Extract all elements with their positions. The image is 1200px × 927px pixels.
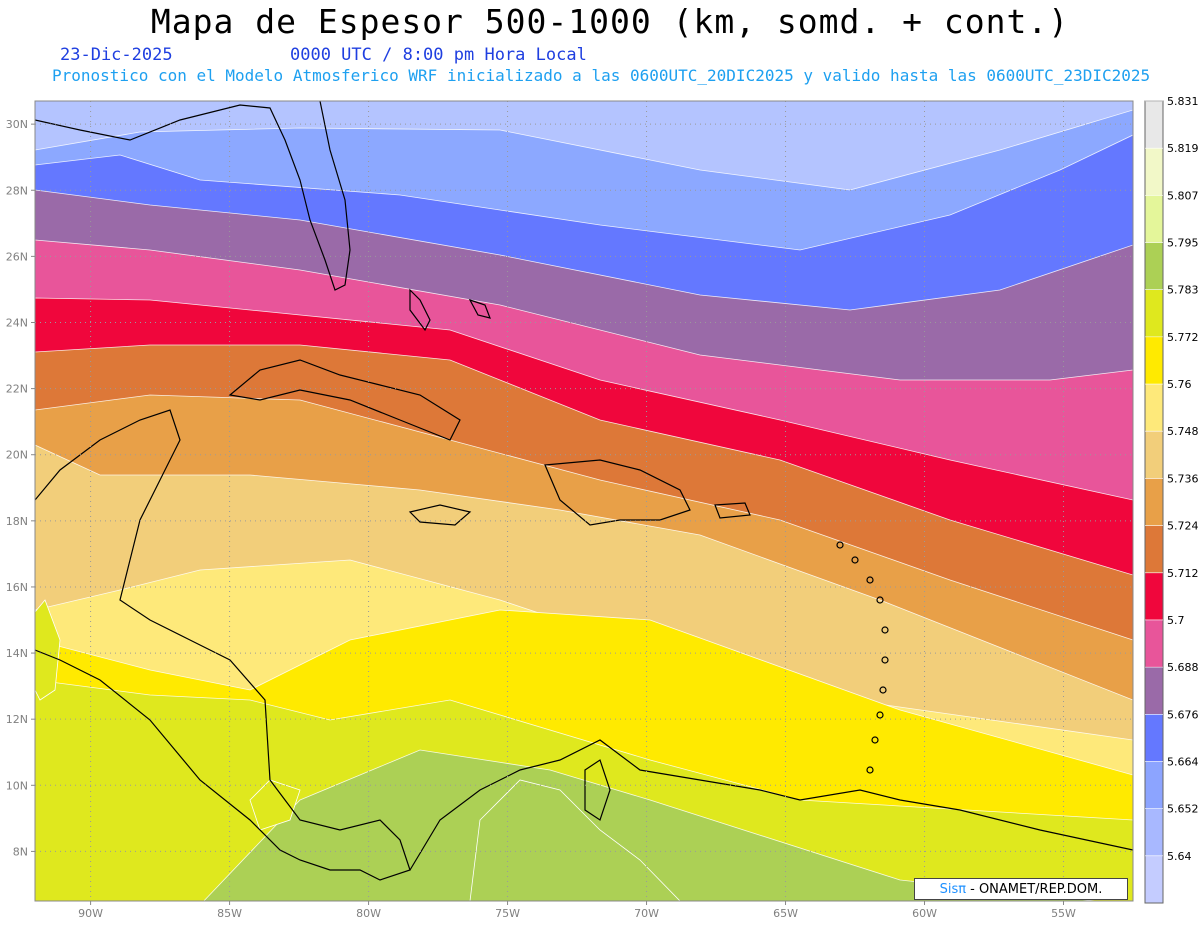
- credit-box: Sisπ - ONAMET/REP.DOM.: [914, 878, 1128, 900]
- lat-label-4: 22N: [6, 383, 28, 396]
- colorbar-swatch-16: [1145, 101, 1163, 149]
- colorbar-swatch-2: [1145, 761, 1163, 809]
- colorbar-swatch-8: [1145, 478, 1163, 526]
- graticule: [35, 101, 1133, 901]
- colorbar: 5.64 5.652 5.664 5.676 5.688 5.7 5.712 5.724 5.7…: [1144, 95, 1199, 904]
- band-panama-patch: [249, 779, 301, 831]
- island-8: [871, 736, 879, 744]
- island-4: [881, 626, 889, 634]
- colorbar-label-12: 5.783: [1167, 284, 1199, 297]
- band-west-patch: [35, 599, 61, 701]
- forecast-subtitle: Pronostico con el Modelo Atmosferico WRF…: [52, 66, 1151, 85]
- colorbar-label-3: 5.676: [1167, 708, 1199, 721]
- lat-label-10: 10N: [6, 779, 28, 792]
- colorbar-label-1: 5.652: [1167, 803, 1199, 816]
- colorbar-label-2: 5.664: [1167, 755, 1199, 768]
- lon-label-7: 55W: [1051, 907, 1076, 920]
- lon-label-6: 60W: [912, 907, 937, 920]
- coastlines: [35, 101, 1133, 881]
- island-5: [881, 656, 889, 664]
- coastline-3: [408, 504, 472, 526]
- colorbar-swatch-12: [1145, 289, 1163, 337]
- sis-logo: Sisπ: [939, 881, 967, 897]
- band-green-patch: [469, 779, 681, 901]
- lon-label-3: 75W: [495, 907, 520, 920]
- coastline-0: [35, 101, 351, 291]
- colorbar-swatch-0: [1145, 855, 1163, 903]
- colorbar-swatch-14: [1145, 195, 1163, 243]
- colorbar-label-8: 5.736: [1167, 472, 1199, 485]
- colorbar-label-6: 5.712: [1167, 567, 1199, 580]
- lon-label-5: 65W: [773, 907, 798, 920]
- colorbar-label-16: 5.831: [1167, 95, 1199, 108]
- lat-label-9: 12N: [6, 713, 28, 726]
- colorbar-swatch-13: [1145, 242, 1163, 290]
- colorbar-swatch-4: [1145, 667, 1163, 715]
- axis-ticks: 90W 85W 80W 75W 70W 65W 60W 55W 30N 28N 26N 24N 22N 2…: [6, 118, 1076, 920]
- colorbar-label-15: 5.819: [1167, 142, 1199, 155]
- coastline-5: [35, 409, 411, 881]
- colorbar-label-7: 5.724: [1167, 520, 1199, 533]
- colorbar-swatch-11: [1145, 336, 1163, 385]
- coastline-8: [409, 288, 431, 332]
- lat-label-11: 8N: [13, 845, 28, 858]
- coastline-2: [544, 459, 691, 526]
- credit-text: - ONAMET/REP.DOM.: [970, 881, 1103, 897]
- coastline-4: [714, 502, 751, 519]
- forecast-time: 0000 UTC / 8:00 pm Hora Local: [290, 45, 587, 65]
- colorbar-swatch-9: [1145, 431, 1163, 479]
- colorbar-label-14: 5.807: [1167, 189, 1199, 202]
- thickness-bands: [35, 101, 1133, 901]
- colorbar-label-0: 5.64: [1167, 850, 1192, 863]
- lat-label-7: 16N: [6, 581, 28, 594]
- map-title: Mapa de Espesor 500-1000 (km, somd. + co…: [150, 2, 1070, 41]
- forecast-date: 23-Dic-2025: [60, 45, 173, 65]
- lon-label-1: 85W: [217, 907, 242, 920]
- colorbar-swatch-10: [1145, 384, 1163, 432]
- colorbar-label-13: 5.795: [1167, 237, 1199, 250]
- colorbar-swatch-7: [1145, 525, 1163, 573]
- island-7: [876, 711, 884, 719]
- coastline-9: [468, 298, 491, 319]
- island-1: [851, 556, 859, 564]
- colorbar-label-11: 5.772: [1167, 331, 1199, 344]
- island-9: [866, 766, 874, 774]
- coastline-1: [228, 359, 461, 441]
- coastline-7: [584, 759, 611, 821]
- lat-label-3: 24N: [6, 316, 28, 329]
- island-3: [876, 596, 884, 604]
- lat-label-5: 20N: [6, 449, 28, 462]
- lon-label-4: 70W: [634, 907, 659, 920]
- colorbar-label-4: 5.688: [1167, 661, 1199, 674]
- lat-label-2: 26N: [6, 250, 28, 263]
- island-2: [866, 576, 874, 584]
- lon-label-2: 80W: [356, 907, 381, 920]
- island-6: [879, 686, 887, 694]
- lat-label-8: 14N: [6, 647, 28, 660]
- colorbar-swatch-3: [1145, 714, 1163, 762]
- colorbar-swatch-6: [1145, 572, 1163, 620]
- colorbar-label-5: 5.7: [1167, 614, 1185, 627]
- colorbar-swatch-1: [1145, 808, 1163, 856]
- lat-label-6: 18N: [6, 515, 28, 528]
- colorbar-swatch-5: [1145, 619, 1163, 668]
- lat-label-1: 28N: [6, 184, 28, 197]
- coastline-6: [409, 739, 1133, 871]
- colorbar-label-10: 5.76: [1167, 378, 1192, 391]
- colorbar-label-9: 5.748: [1167, 425, 1199, 438]
- lat-label-0: 30N: [6, 118, 28, 131]
- lon-label-0: 90W: [78, 907, 103, 920]
- island-0: [836, 541, 844, 549]
- colorbar-swatch-15: [1145, 148, 1163, 196]
- map-frame: [34, 100, 1134, 902]
